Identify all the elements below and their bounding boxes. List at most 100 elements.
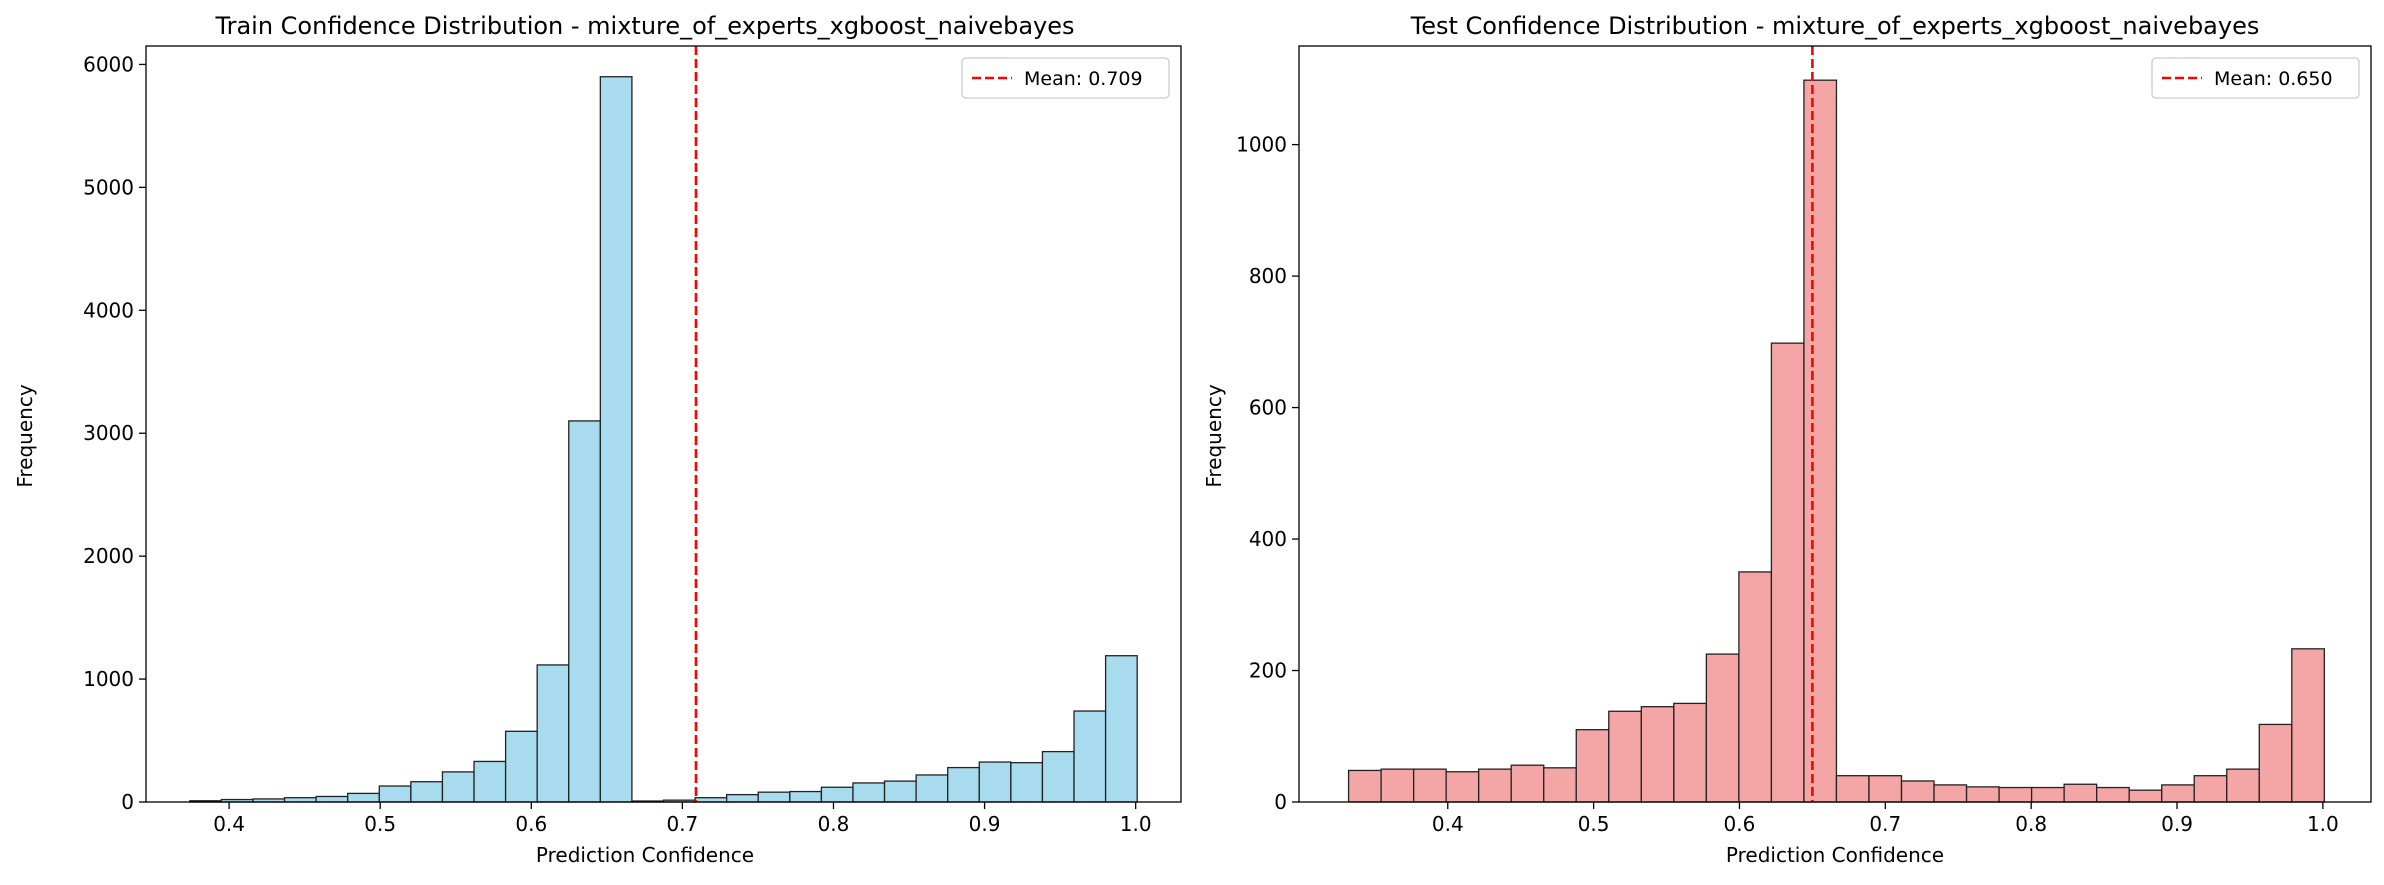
x-tick-label: 0.5 — [364, 812, 396, 836]
histogram-bar — [1998, 786, 2033, 803]
histogram-bar — [1347, 769, 1382, 803]
histogram-bar — [1673, 702, 1708, 803]
histogram-bar — [1835, 775, 1870, 803]
histogram-bar — [1510, 764, 1545, 803]
axes-frame — [1298, 45, 2372, 803]
x-tick-label: 0.8 — [2015, 812, 2047, 836]
legend: Mean: 0.650 — [2151, 57, 2360, 99]
histogram-bar — [441, 771, 475, 803]
y-axis-label: Frequency — [1202, 384, 1226, 487]
x-tick-label: 0.9 — [969, 812, 1001, 836]
histogram-bar — [1868, 775, 1903, 803]
x-tick-label: 0.8 — [818, 812, 850, 836]
histogram-bar — [1445, 771, 1480, 803]
histogram-bar — [1010, 762, 1044, 803]
histogram-bar — [978, 761, 1012, 803]
histogram-bar — [1738, 571, 1773, 803]
histogram-bar — [1412, 768, 1447, 803]
chart-title: Test Confidence Distribution - mixture_o… — [1410, 12, 2260, 40]
y-tick-label: 1000 — [83, 667, 134, 691]
histogram-bar — [1104, 655, 1138, 803]
y-tick-label: 200 — [1249, 659, 1287, 683]
histogram-bar — [1575, 729, 1610, 803]
y-tick-label: 800 — [1249, 264, 1287, 288]
x-tick-label: 0.7 — [666, 812, 698, 836]
histogram-bar — [568, 420, 601, 803]
histogram-bar — [473, 760, 507, 803]
histogram-bar — [915, 774, 949, 803]
histogram-bar — [757, 791, 791, 803]
axes-frame — [145, 45, 1182, 803]
legend-label: Mean: 0.650 — [2214, 68, 2333, 90]
y-tick-label: 5000 — [83, 175, 134, 199]
histogram-bar — [1803, 79, 1838, 803]
y-tick-label: 6000 — [83, 52, 134, 76]
histogram-bar — [1543, 767, 1577, 803]
histogram-bar — [1640, 706, 1675, 803]
x-axis-label: Prediction Confidence — [536, 843, 754, 867]
histogram-bar — [347, 792, 380, 803]
histogram-bar — [2161, 784, 2195, 803]
y-tick-label: 600 — [1249, 396, 1287, 420]
bars — [189, 76, 1138, 803]
histogram-bar — [947, 766, 980, 803]
histogram-bar — [2193, 775, 2228, 803]
histogram-bar — [536, 664, 570, 803]
histogram-bar — [1705, 653, 1740, 803]
x-tick-label: 0.6 — [1724, 812, 1756, 836]
y-tick-label: 1000 — [1236, 133, 1287, 157]
histogram-bar — [2226, 768, 2260, 803]
histogram-bar — [1380, 768, 1415, 803]
legend-box — [961, 57, 1170, 99]
legend-label: Mean: 0.709 — [1024, 68, 1143, 90]
x-tick-label: 0.9 — [2161, 812, 2193, 836]
histogram-bar — [410, 781, 444, 803]
histogram-bar — [883, 780, 917, 803]
histogram-bar — [1608, 710, 1642, 803]
histogram-bar — [1965, 786, 2000, 803]
histogram-bar — [2096, 786, 2130, 803]
x-axis-label: Prediction Confidence — [1726, 843, 1944, 867]
y-tick-label: 400 — [1249, 527, 1287, 551]
histogram-bar — [820, 786, 854, 803]
histogram-bar — [789, 790, 823, 803]
test-panel: Test Confidence Distribution - mixture_o… — [1202, 12, 2372, 867]
histogram-bar — [1041, 750, 1075, 803]
y-axis-label: Frequency — [13, 384, 37, 487]
histogram-bar — [1478, 768, 1512, 803]
chart-title: Train Confidence Distribution - mixture_… — [214, 12, 1074, 40]
x-tick-label: 0.4 — [213, 812, 245, 836]
histogram-bar — [2063, 783, 2098, 803]
x-tick-label: 0.7 — [1869, 812, 1901, 836]
histogram-bar — [378, 785, 412, 803]
legend: Mean: 0.709 — [961, 57, 1170, 99]
y-tick-label: 2000 — [83, 544, 134, 568]
histogram-bar — [2128, 789, 2163, 803]
y-tick-label: 0 — [121, 790, 134, 814]
y-tick-label: 3000 — [83, 421, 134, 445]
histogram-bar — [1933, 784, 1968, 803]
histogram-bar — [852, 782, 886, 803]
x-tick-label: 1.0 — [1120, 812, 1152, 836]
histogram-bar — [2258, 723, 2293, 803]
train-panel: Train Confidence Distribution - mixture_… — [13, 12, 1182, 867]
y-tick-label: 0 — [1274, 790, 1287, 814]
y-tick-label: 4000 — [83, 298, 134, 322]
bars — [1347, 79, 2325, 803]
histogram-bar — [726, 793, 759, 803]
x-tick-label: 0.5 — [1578, 812, 1610, 836]
histogram-bar — [1900, 780, 1935, 803]
histogram-bar — [315, 795, 349, 803]
x-tick-label: 1.0 — [2307, 812, 2339, 836]
legend-box — [2151, 57, 2360, 99]
histogram-bar — [599, 76, 633, 803]
histogram-bar — [1073, 710, 1107, 803]
histogram-bar — [2291, 648, 2325, 803]
histogram-bar — [2030, 786, 2065, 803]
x-tick-label: 0.6 — [515, 812, 547, 836]
histogram-bar — [1770, 342, 1805, 803]
histogram-bar — [504, 730, 538, 803]
x-tick-label: 0.4 — [1432, 812, 1464, 836]
